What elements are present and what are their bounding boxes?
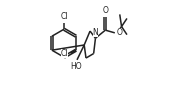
Text: O: O <box>116 28 122 37</box>
Text: Cl: Cl <box>61 49 68 58</box>
Text: Cl: Cl <box>60 12 68 21</box>
Text: HO: HO <box>71 62 82 71</box>
Text: O: O <box>102 6 108 15</box>
Text: N: N <box>93 28 98 37</box>
